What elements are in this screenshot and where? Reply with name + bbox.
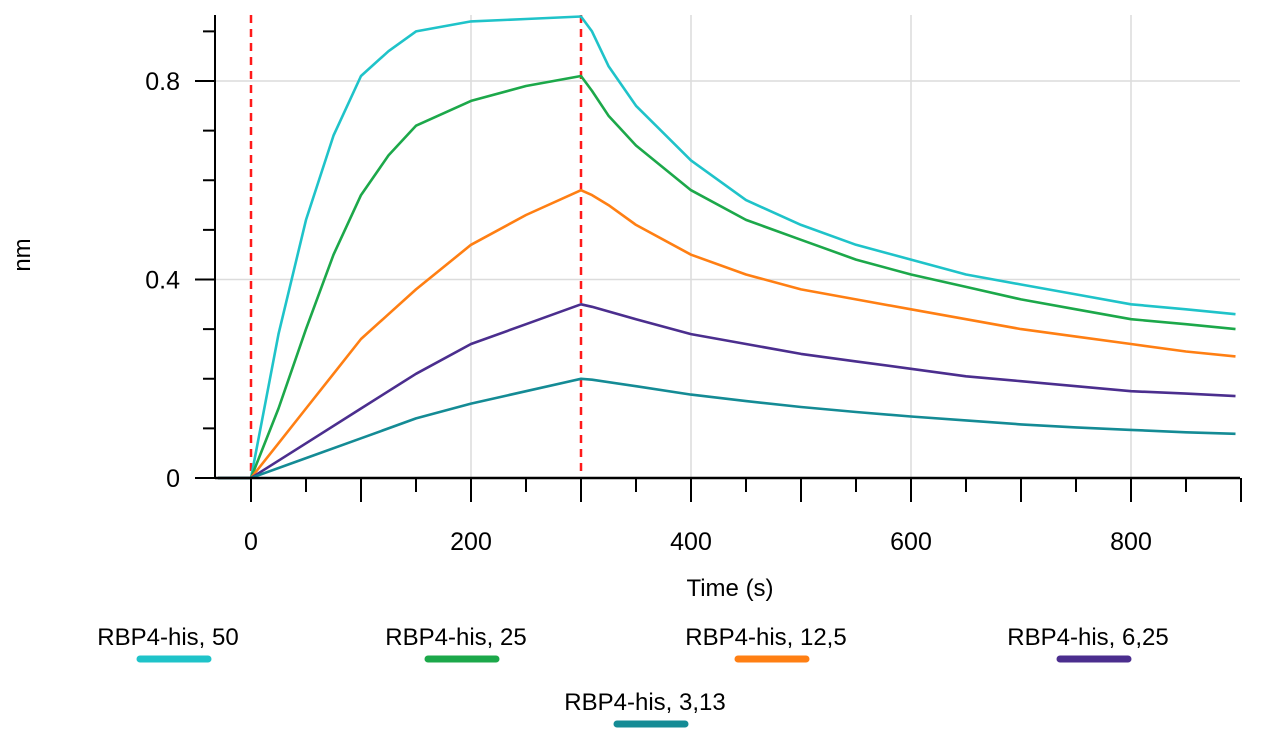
legend-label-2: RBP4-his, 25	[385, 624, 526, 651]
y-tick-label: 0.8	[145, 68, 180, 96]
series-line-4	[218, 303, 1236, 480]
x-tick-label: 400	[670, 528, 712, 556]
x-axis-title: Time (s)	[686, 575, 773, 602]
tick-labels: 0 200 400 600 800 0 0.4 0.8	[145, 68, 1152, 556]
legend-label-5: RBP4-his, 3,13	[564, 689, 725, 716]
x-tick-label: 600	[890, 528, 932, 556]
y-tick-label: 0	[166, 465, 180, 493]
y-tick-label: 0.4	[145, 267, 180, 295]
series-line-1	[218, 15, 1236, 480]
y-axis-title: nm	[9, 238, 36, 271]
grid-lines	[215, 15, 1240, 478]
x-tick-label: 200	[450, 528, 492, 556]
legend-label-1: RBP4-his, 50	[97, 624, 238, 651]
series-line-5	[218, 377, 1236, 480]
legend: RBP4-his, 50 RBP4-his, 25 RBP4-his, 12,5 RB…	[97, 624, 1169, 728]
series-line-3	[218, 188, 1236, 480]
axes	[195, 15, 1242, 502]
phase-markers	[249, 15, 583, 478]
legend-label-3: RBP4-his, 12,5	[685, 624, 846, 651]
series-lines	[218, 15, 1236, 480]
series-line-2	[218, 74, 1236, 480]
x-tick-label: 0	[244, 528, 258, 556]
legend-label-4: RBP4-his, 6,25	[1007, 624, 1168, 651]
x-tick-label: 800	[1110, 528, 1152, 556]
